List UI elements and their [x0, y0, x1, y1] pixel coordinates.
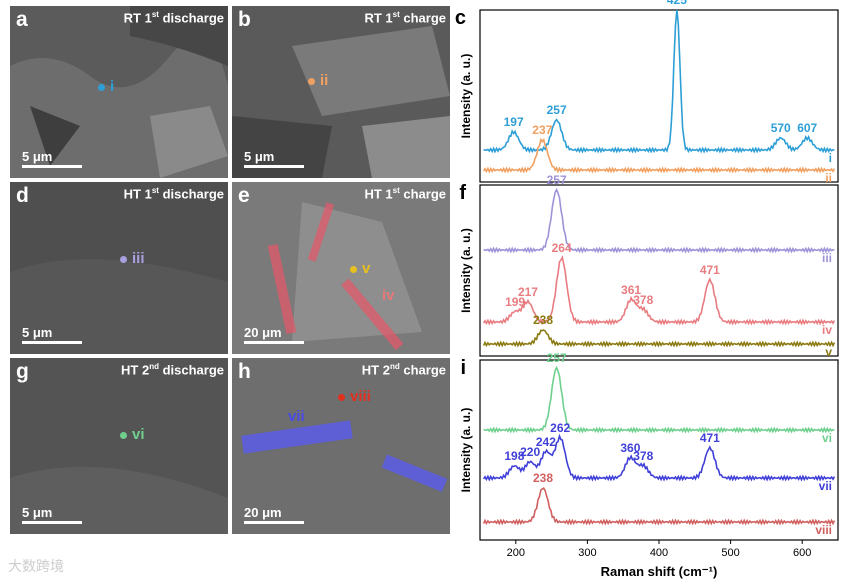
peak-label: 361	[621, 283, 641, 297]
point-marker: i	[98, 78, 114, 95]
peak-label: 237	[532, 123, 552, 137]
series-label-viii: viii	[815, 523, 832, 537]
peak-label: 238	[533, 471, 553, 485]
watermark: 大数跨境	[8, 558, 64, 574]
peak-label: 198	[504, 449, 524, 463]
sem-panel-h: h HT 2nd charge vii viii 20 μm	[232, 358, 450, 534]
x-tick-label: 200	[507, 547, 525, 559]
x-tick-label: 600	[793, 547, 811, 559]
panel-letter: a	[16, 8, 28, 31]
peak-label: 471	[700, 431, 720, 445]
series-line-vii	[482, 433, 836, 482]
series-label-i: i	[829, 151, 832, 165]
panel-letter-i: i	[460, 357, 466, 379]
peak-label: 242	[536, 435, 556, 449]
sem-image-a	[10, 6, 228, 178]
peak-label: 238	[533, 313, 553, 327]
series-label-iv: iv	[822, 323, 832, 337]
y-axis-label: Intensity (a. u.)	[459, 54, 473, 139]
sem-panel-e: e HT 1st charge v iv 20 μm	[232, 182, 450, 354]
peak-label: 378	[633, 293, 653, 307]
series-label-vi: vi	[822, 431, 832, 445]
peak-label: 199	[505, 295, 525, 309]
panel-title: RT 1st discharge	[123, 10, 224, 26]
series-label-ii: ii	[825, 171, 832, 185]
sem-panel-b: b RT 1st charge ii 5 μm	[232, 6, 450, 178]
sem-image-b	[232, 6, 450, 178]
peak-label: 264	[552, 241, 572, 255]
panel-letter-f: f	[459, 182, 466, 204]
peak-label: 425	[667, 0, 687, 7]
peak-label: 570	[771, 121, 791, 135]
y-axis-label: Intensity (a. u.)	[459, 408, 473, 493]
peak-label: 360	[620, 441, 640, 455]
series-label-vii: vii	[819, 479, 832, 493]
series-line-i	[483, 9, 835, 154]
peak-label: 257	[547, 103, 567, 117]
x-tick-label: 300	[578, 547, 596, 559]
peak-label: 257	[547, 351, 567, 365]
series-line-vi	[483, 365, 835, 434]
peak-label: 471	[700, 263, 720, 277]
series-line-v	[482, 329, 836, 348]
x-tick-label: 500	[721, 547, 739, 559]
x-axis-label: Raman shift (cm⁻¹)	[601, 564, 718, 579]
series-line-ii	[482, 137, 836, 174]
panel-letter-c: c	[455, 7, 466, 29]
peak-label: 217	[518, 285, 538, 299]
y-axis-label: Intensity (a. u.)	[459, 228, 473, 313]
series-line-iv	[482, 255, 836, 326]
peak-label: 197	[504, 115, 524, 129]
peak-label: 378	[633, 449, 653, 463]
sem-panel-d: d HT 1st discharge iii 5 μm	[10, 182, 228, 354]
plot-frame-c	[479, 9, 839, 183]
series-label-iii: iii	[822, 251, 832, 265]
peak-label: 262	[550, 421, 570, 435]
scale-bar: 5 μm	[22, 149, 82, 168]
peak-label: 607	[797, 121, 817, 135]
series-line-iii	[483, 187, 835, 254]
peak-label: 220	[520, 445, 540, 459]
x-tick-label: 400	[650, 547, 668, 559]
peak-label: 257	[547, 173, 567, 187]
sem-panel-a: a RT 1st discharge i 5 μm	[10, 6, 228, 178]
series-label-v: v	[825, 345, 832, 359]
plot-frame-f	[479, 184, 839, 357]
series-line-viii	[482, 487, 836, 526]
sem-panel-g: g HT 2nd discharge vi 5 μm	[10, 358, 228, 534]
